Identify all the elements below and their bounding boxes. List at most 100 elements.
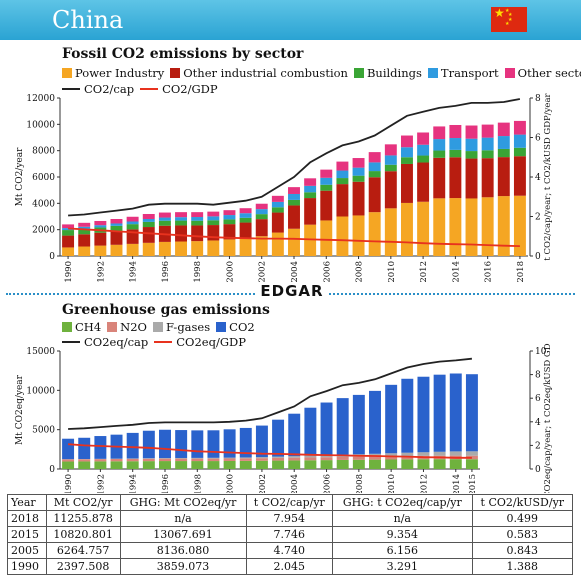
bar-segment [175,461,188,469]
bar-segment [110,458,123,462]
bar-segment [400,147,413,158]
bar-segment [288,187,300,194]
legend-swatch [427,68,438,78]
bar-segment [94,220,107,226]
bar-segment [272,456,285,458]
bar-segment [288,199,300,206]
bar-segment [449,373,462,452]
bar-segment [62,228,75,231]
table-cell: 3859.073 [119,558,247,575]
bar-segment [449,157,462,199]
bar-segment [400,163,413,203]
legend-item-transport: Transport [427,66,499,80]
x-tick-label: 2012 [419,261,429,283]
y-tick-label: 15000 [26,347,55,357]
flag-small-star: ★ [505,8,510,14]
bar-segment [62,230,75,236]
bar-segment [513,195,526,256]
y-axis-label: Mt CO2/year [15,147,25,206]
bar-segment [352,459,365,469]
bar-segment [110,225,123,232]
bar-segment [239,213,252,218]
bar-segment [433,139,446,151]
bar-segment [126,243,139,256]
legend-swatch [62,68,72,78]
bar-segment [175,217,188,221]
bar-segment [384,144,397,156]
bar-segment [449,138,462,150]
bar-segment [94,436,107,459]
bar-segment [94,245,107,256]
bar-segment [175,430,188,458]
bar-segment [94,461,107,469]
table-header: GHG: t CO2eq/cap/yr [332,494,473,511]
y2-tick-label: 8 [535,371,541,381]
bar-segment [481,197,494,256]
y2-tick-label: 6 [535,134,541,144]
bar-segment [175,458,188,462]
bar-segment [78,226,91,229]
legend-swatch [152,322,163,332]
bar-segment [271,212,284,233]
bar-segment [255,458,268,461]
y2-tick-label: 0 [535,465,541,475]
bar-segment [110,231,123,245]
table-cell: 2015 [7,526,47,543]
bar-segment [271,207,284,213]
bar-segment [223,210,236,216]
bar-segment [78,246,91,256]
y-tick-label: 8000 [32,147,55,157]
bar-segment [513,134,526,148]
bar-segment [465,198,478,256]
flag-small-star: ★ [508,17,513,23]
bar-segment [175,241,188,256]
bar-segment [352,167,365,176]
table-header: GHG: Mt CO2eq/yr [119,494,247,511]
bar-segment [158,217,171,221]
table-header: Year [7,494,47,511]
bar-segment [368,162,381,172]
y-tick-label: 6000 [32,173,55,183]
bar-segment [400,157,413,164]
y2-tick-label: 4 [535,418,541,428]
x-tick-label: 1996 [161,474,171,493]
bar-segment [207,458,220,462]
bar-segment [239,208,252,214]
flag-large-star: ★ [494,6,505,20]
bar-segment [272,419,285,457]
chart1-title: Fossil CO2 emissions by sector [62,46,304,62]
bar-segment [320,457,333,461]
bar-segment [255,425,268,458]
bar-segment [288,457,301,461]
y-tick-label: 5000 [32,426,55,436]
bar-segment [497,196,510,256]
bar-segment [369,459,381,469]
y-tick-label: 12000 [26,94,55,104]
bar-segment [336,456,349,460]
bar-segment [62,224,75,229]
bar-segment [78,461,91,469]
bar-segment [142,461,155,469]
bar-segment [481,124,494,138]
bar-segment [142,242,155,256]
x-tick-label: 2004 [290,474,300,493]
bar-segment [62,459,75,462]
bar-segment [368,171,381,178]
bar-segment [449,149,462,158]
bar-segment [94,459,107,462]
bar-segment [142,458,155,462]
bar-segment [255,219,268,237]
bar-segment [352,456,365,460]
bar-segment [62,438,75,460]
legend-line [140,88,159,90]
table-cell: 4.740 [245,542,334,559]
y-tick-label: 10000 [26,386,55,396]
bar-segment [417,201,430,256]
bar-segment [352,158,365,168]
bar-segment [304,407,317,456]
china-flag-icon: ★ ★ ★ ★ ★ [491,7,527,32]
bar-segment [320,455,333,458]
flag-small-star: ★ [508,12,513,18]
table-cell: 13067.691 [119,526,247,543]
bar-segment [271,201,284,208]
